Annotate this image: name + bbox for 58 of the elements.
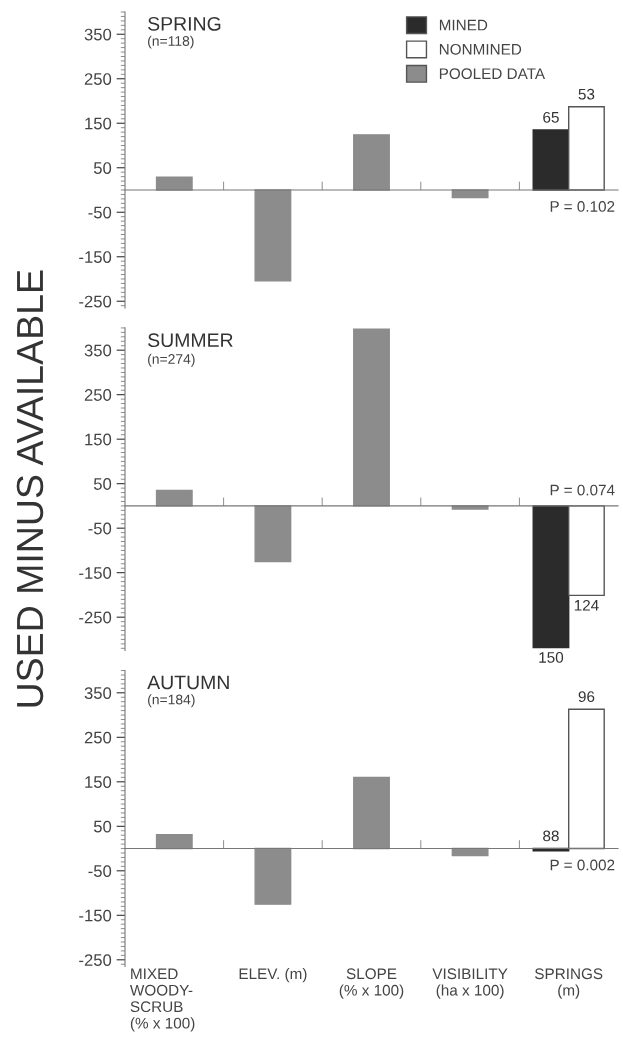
y-tick-label: -50	[88, 522, 112, 535]
y-tick-label: 250	[84, 73, 112, 85]
text: (n=274)	[148, 353, 195, 367]
bar	[254, 189, 292, 282]
x-tick-label: SPRINGS (m)	[535, 968, 603, 999]
bar	[568, 708, 605, 850]
x-tick-label: MIXED WOODY- SCRUB (% x 100)	[130, 968, 195, 1032]
annotation: P = 0.074	[550, 484, 615, 496]
y-tick-label: -250	[79, 954, 112, 966]
legend-label: NONMINED	[439, 43, 522, 55]
y-tick-label: 50	[93, 162, 112, 174]
x-tick-label: SLOPE (% x 100)	[339, 968, 404, 999]
annotation: 124	[574, 599, 599, 611]
x-tick-label: VISIBILITY (ha x 100)	[432, 968, 508, 999]
x-tick-label: ELEV. (m)	[239, 967, 307, 983]
chart-title: SPRING	[148, 16, 221, 31]
bar	[353, 134, 390, 191]
y-tick-label: 50	[93, 478, 112, 490]
annotation: 150	[539, 652, 564, 663]
chart-title: SUMMER	[148, 333, 233, 348]
bar	[353, 776, 390, 850]
bar	[254, 505, 292, 563]
bar	[155, 834, 193, 850]
bar	[568, 106, 605, 191]
y-tick-label: -150	[79, 567, 112, 579]
y-tick-label: 250	[84, 731, 112, 744]
text: (n=118)	[148, 35, 194, 49]
y-tick-label: 150	[85, 776, 112, 788]
annotation: 65	[543, 111, 559, 123]
y-tick-label: -150	[79, 909, 112, 922]
y-tick-label: 250	[84, 389, 112, 401]
legend-label: POOLED DATA	[439, 68, 546, 80]
y-tick-label: -50	[88, 865, 112, 877]
annotation: P = 0.002	[550, 859, 615, 871]
y-tick-label: 150	[85, 117, 112, 130]
y-tick-label: -250	[79, 295, 112, 308]
annotation: P = 0.102	[550, 201, 615, 212]
y-tick-label: 350	[84, 687, 112, 699]
bar	[532, 129, 570, 191]
y-tick-label: 150	[85, 433, 112, 446]
y-axis-title: USED MINUS AVAILABLE	[16, 270, 44, 707]
annotation: 53	[578, 88, 595, 100]
chart-title: AUTUMN	[147, 675, 229, 690]
y-tick-label: 50	[93, 820, 112, 833]
bar	[568, 505, 605, 597]
bar	[155, 176, 193, 191]
annotation: 88	[543, 830, 559, 842]
y-tick-label: -50	[88, 206, 112, 219]
bar	[353, 328, 390, 507]
text: (n=184)	[148, 694, 195, 708]
y-tick-label: -250	[79, 611, 112, 624]
bar	[254, 847, 292, 905]
annotation: 96	[578, 691, 595, 703]
bar	[532, 505, 570, 649]
legend-label: MINED	[439, 19, 488, 31]
y-tick-label: 350	[84, 344, 112, 357]
y-tick-label: -150	[79, 251, 112, 263]
y-tick-label: 350	[84, 28, 112, 41]
